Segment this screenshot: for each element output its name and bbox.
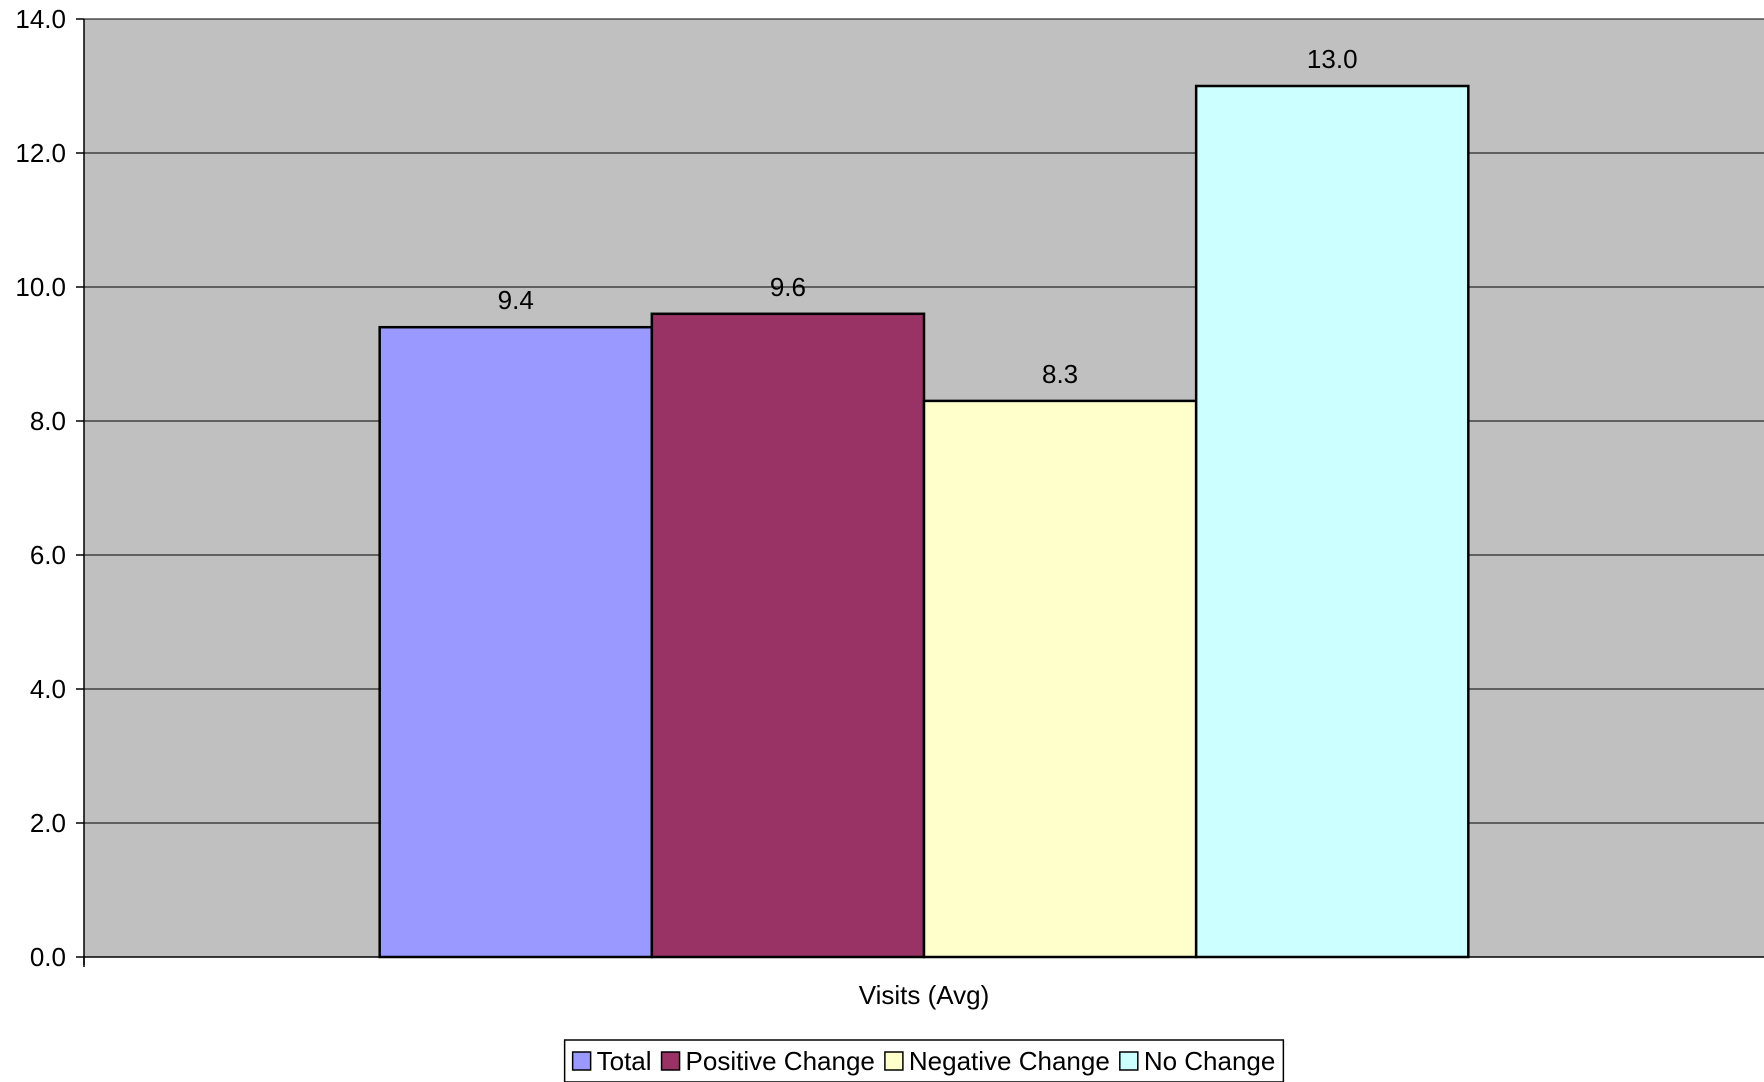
- data-label: 13.0: [1307, 44, 1358, 74]
- y-tick-label: 10.0: [15, 272, 66, 302]
- data-labels: 9.4 9.6 8.3 13.0: [498, 44, 1358, 389]
- legend-swatch: [571, 1051, 592, 1071]
- legend: Total Positive Change Negative Change No Ch…: [563, 1039, 1285, 1082]
- y-tick-label: 6.0: [30, 540, 66, 570]
- data-label: 9.4: [498, 285, 534, 315]
- legend-box: [563, 1039, 1285, 1082]
- bar-no-change: [1194, 84, 1470, 959]
- x-axis-title: Visits (Avg): [859, 980, 990, 1010]
- y-axis: 0.0 2.0 4.0 6.0 8.0 10.0 12.0 14.0: [15, 4, 1764, 972]
- y-tick-label: 0.0: [30, 942, 66, 972]
- legend-swatch: [660, 1051, 681, 1071]
- bar-positive-change: [650, 312, 926, 959]
- legend-swatch: [1119, 1051, 1139, 1071]
- y-tick-label: 12.0: [15, 138, 66, 168]
- legend-swatch: [884, 1051, 904, 1071]
- legend-label: Positive Change: [686, 1046, 875, 1076]
- y-tick-label: 2.0: [30, 808, 66, 838]
- legend-label: Negative Change: [909, 1046, 1110, 1076]
- bar-negative-change: [922, 399, 1198, 959]
- y-tick-label: 8.0: [30, 406, 66, 436]
- y-tick-label: 4.0: [30, 674, 66, 704]
- bar-total: [378, 325, 654, 959]
- data-label: 8.3: [1042, 359, 1078, 389]
- legend-label: No Change: [1144, 1046, 1276, 1076]
- y-tick-label: 14.0: [15, 4, 66, 34]
- legend-label: Total: [597, 1046, 652, 1076]
- data-label: 9.6: [770, 272, 806, 302]
